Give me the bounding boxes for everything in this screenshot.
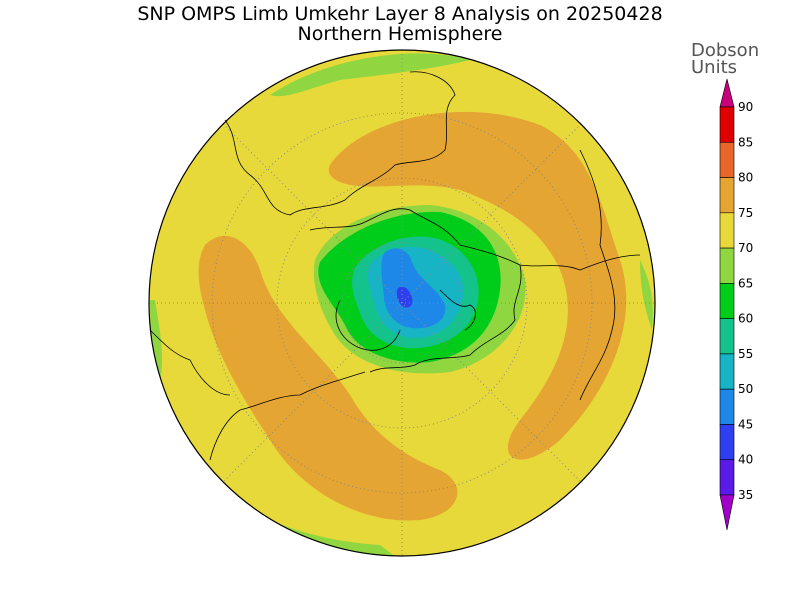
- legend-title-line2: Units: [691, 57, 738, 78]
- coastlines: [149, 71, 641, 461]
- ozone-field: [149, 50, 655, 556]
- field-band-75-80-west: [198, 235, 458, 521]
- legend-title-line1: Dobson: [691, 40, 760, 61]
- legend-tick-labels: 90 85 80 75 70 65 60 55 50 45 40 35: [738, 100, 753, 502]
- legend-tick-label: 85: [738, 135, 753, 149]
- legend-tick-label: 60: [738, 312, 753, 326]
- graticule: [149, 50, 655, 556]
- map-subtitle: Northern Hemisphere: [297, 23, 503, 45]
- legend-cap-top: [719, 78, 735, 108]
- legend-tick-label: 65: [738, 276, 753, 290]
- legend-tick-label: 80: [738, 171, 753, 185]
- field-band-65-70-north: [270, 53, 470, 97]
- legend-tick-label: 70: [738, 241, 753, 255]
- legend-tick-label: 40: [738, 453, 753, 467]
- legend-swatch: [719, 283, 735, 319]
- legend-swatch: [719, 212, 735, 249]
- legend-swatch: [719, 353, 735, 390]
- legend-tick-label: 50: [738, 382, 753, 396]
- legend-colorbar: [719, 78, 735, 531]
- legend-swatch: [719, 177, 735, 214]
- map-boundary: [148, 49, 656, 557]
- legend-tick-label: 75: [738, 206, 753, 220]
- field-band-40-45: [396, 286, 413, 308]
- field-band-65-70-west: [150, 300, 163, 380]
- legend-cap-bottom: [719, 494, 735, 531]
- field-band-65-70-east: [640, 260, 653, 330]
- legend-tick-label: 45: [738, 417, 753, 431]
- legend-swatch: [719, 141, 735, 178]
- legend-swatch: [719, 459, 735, 496]
- field-band-75-80-northeast: [328, 111, 627, 460]
- legend-tick-label: 90: [738, 100, 753, 114]
- legend-swatch: [719, 106, 735, 143]
- legend-swatch: [719, 318, 735, 355]
- legend-tick-label: 35: [738, 488, 753, 502]
- map-title: SNP OMPS Limb Umkehr Layer 8 Analysis on…: [137, 3, 663, 25]
- legend-swatch: [719, 424, 735, 461]
- legend-swatch: [719, 388, 735, 425]
- legend-tick-label: 55: [738, 347, 753, 361]
- legend-swatch: [719, 247, 735, 284]
